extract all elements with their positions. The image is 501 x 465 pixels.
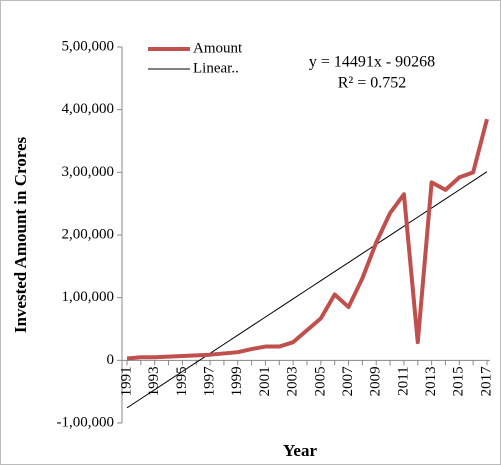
equation: y = 14491x - 90268 <box>309 54 435 71</box>
x-tick-label: 2011 <box>395 366 411 395</box>
r-squared: R² = 0.752 <box>338 75 407 92</box>
y-tick-label: 0 <box>107 352 115 368</box>
x-tick-label: 2001 <box>257 366 273 396</box>
x-tick-label: 1991 <box>118 366 134 396</box>
series-line <box>126 171 488 409</box>
x-tick-label: 2013 <box>423 366 439 396</box>
y-tick-label: 2,00,000 <box>62 226 115 242</box>
x-tick-label: 1999 <box>229 366 245 396</box>
x-tick-label: 1995 <box>174 366 190 396</box>
y-tick-label: 5,00,000 <box>62 38 115 54</box>
x-tick-label: 1997 <box>202 366 218 397</box>
x-tick-label: 2015 <box>451 366 467 396</box>
x-tick-label: 2007 <box>340 366 356 397</box>
y-tick-label: 4,00,000 <box>62 101 115 117</box>
series-line <box>126 118 489 361</box>
legend-label: Amount <box>193 40 243 56</box>
legend-label: Linear.. <box>193 60 239 76</box>
x-tick-label: 1993 <box>146 366 162 396</box>
y-tick-label: -1,00,000 <box>57 414 115 430</box>
y-tick-label: 1,00,000 <box>62 289 115 305</box>
x-tick-label: 2009 <box>368 366 384 396</box>
y-tick-label: 3,00,000 <box>62 164 115 180</box>
x-tick-label: 2017 <box>478 366 494 397</box>
x-tick-label: 2005 <box>312 366 328 396</box>
x-axis-label: Year <box>283 441 317 460</box>
x-tick-label: 2003 <box>285 366 301 396</box>
y-axis-label: Invested Amount in Crores <box>11 136 30 333</box>
